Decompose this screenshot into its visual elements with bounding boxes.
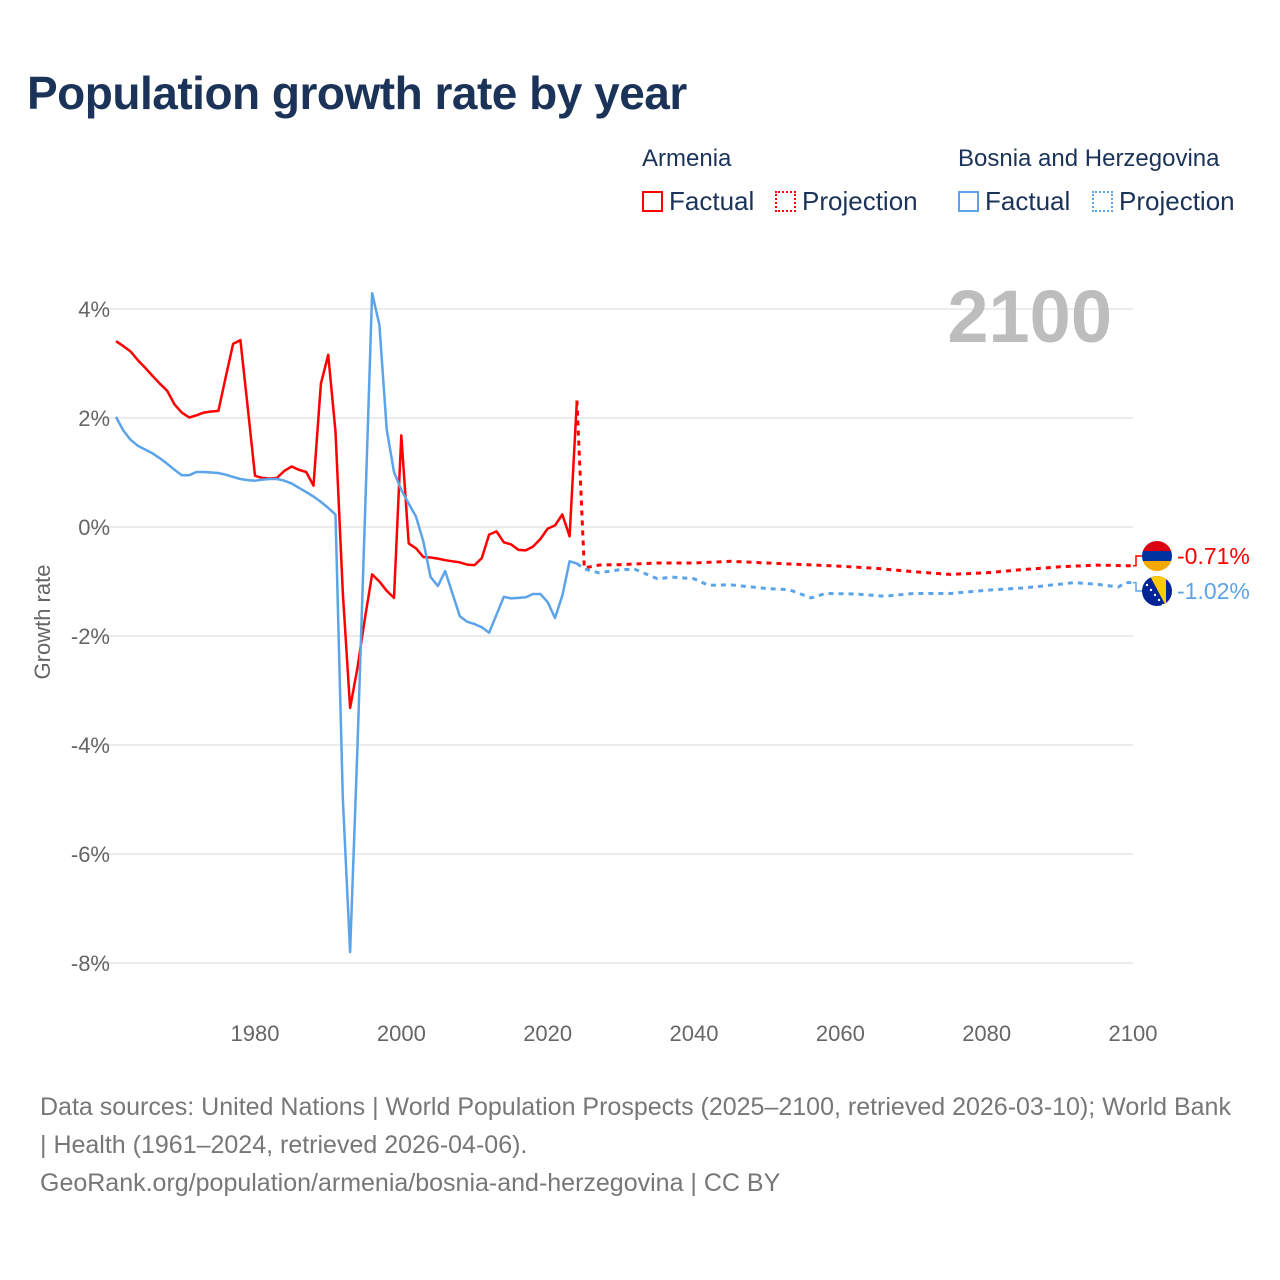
end-value-label: -1.02%	[1177, 578, 1250, 604]
bosnia-factual-line	[114, 291, 578, 954]
y-tick-label: 4%	[78, 297, 110, 322]
armenia-projection-line	[575, 400, 1133, 576]
x-tick-label: 2100	[1109, 1021, 1158, 1046]
dotted-swatch-icon	[775, 191, 796, 212]
legend-bosnia-factual[interactable]: Factual	[958, 186, 1070, 217]
bosnia-flag-icon	[1142, 576, 1172, 606]
y-tick-label: -2%	[71, 624, 110, 649]
flag-star	[1157, 598, 1161, 602]
source-link[interactable]: GeoRank.org/population/armenia/bosnia-an…	[40, 1169, 781, 1197]
x-tick-label: 2040	[670, 1021, 719, 1046]
armenia-factual-line	[115, 338, 579, 710]
bosnia-projection-line	[576, 562, 1133, 600]
flag-star	[1153, 593, 1157, 597]
chart-title: Population growth rate by year	[27, 67, 687, 119]
armenia-flag-icon	[1142, 541, 1172, 571]
solid-swatch-icon	[642, 191, 663, 212]
flag-triangle	[1150, 576, 1166, 606]
legend-bosnia-heading: Bosnia and Herzegovina	[958, 145, 1220, 172]
legend-armenia-factual[interactable]: Factual	[642, 186, 754, 217]
line-chart: 4% 2% 0% -2% -4% -6% -8% 1980 2000 2020 2040 2060 20…	[30, 275, 1250, 1046]
flag-star	[1161, 603, 1165, 606]
current-year-label: 2100	[947, 275, 1112, 358]
legend-bosnia-projection[interactable]: Projection	[1092, 186, 1235, 217]
y-axis-title: Growth rate	[30, 565, 55, 680]
y-tick-label: 2%	[78, 406, 110, 431]
data-sources: Data sources: United Nations | World Pop…	[40, 1093, 1231, 1159]
y-tick-label: -8%	[71, 951, 110, 976]
x-tick-label: 2060	[816, 1021, 865, 1046]
legend-label: Factual	[985, 186, 1071, 216]
x-tick-label: 1980	[231, 1021, 280, 1046]
y-tick-label: 0%	[78, 515, 110, 540]
end-value-label: -0.71%	[1177, 543, 1250, 569]
legend-label: Projection	[1119, 186, 1235, 216]
label-connector	[1133, 555, 1143, 567]
y-tick-label: -6%	[71, 842, 110, 867]
x-tick-label: 2020	[523, 1021, 572, 1046]
flag-stripe-orange	[1142, 561, 1172, 571]
x-tick-label: 2000	[377, 1021, 426, 1046]
legend-label: Factual	[669, 186, 755, 216]
flag-star	[1149, 588, 1153, 592]
footer: Data sources: United Nations | World Pop…	[40, 1088, 1240, 1202]
x-tick-label: 2080	[962, 1021, 1011, 1046]
solid-swatch-icon	[958, 191, 979, 212]
legend-armenia-heading: Armenia	[642, 145, 732, 172]
flag-stripe-red	[1142, 541, 1172, 551]
flag-stripe-blue	[1142, 551, 1172, 561]
y-tick-label: -4%	[71, 733, 110, 758]
flag-star	[1145, 583, 1149, 587]
legend-label: Projection	[802, 186, 918, 216]
legend-armenia-projection[interactable]: Projection	[775, 186, 918, 217]
label-connector	[1133, 581, 1143, 592]
dotted-swatch-icon	[1092, 191, 1113, 212]
